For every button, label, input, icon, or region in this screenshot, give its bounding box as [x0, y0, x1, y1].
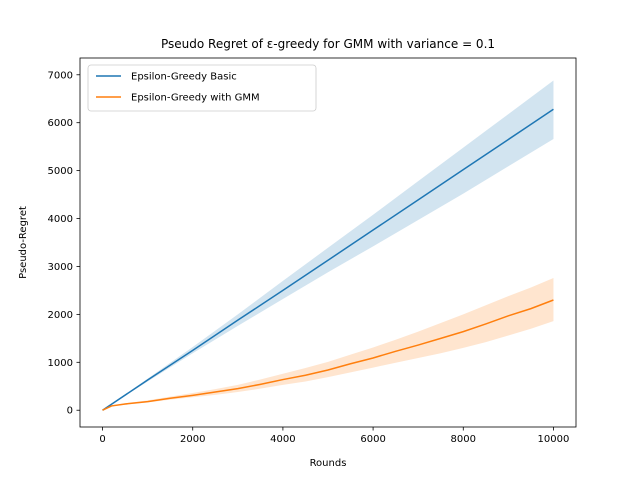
x-tick-label: 4000: [270, 434, 295, 445]
x-tick-label: 6000: [360, 434, 385, 445]
x-tick-label: 2000: [180, 434, 205, 445]
chart-title: Pseudo Regret of ε-greedy for GMM with v…: [161, 37, 495, 51]
series-2-band: [102, 277, 554, 411]
y-tick-label: 4000: [48, 214, 73, 225]
x-axis-label: Rounds: [310, 458, 347, 469]
y-tick-label: 7000: [48, 70, 73, 81]
legend-label-2: Epsilon-Greedy with GMM: [131, 93, 260, 104]
series-2-line: [102, 299, 554, 411]
y-tick-label: 3000: [48, 262, 73, 273]
y-tick-label: 0: [67, 406, 73, 417]
legend-label-1: Epsilon-Greedy Basic: [131, 72, 237, 83]
y-axis-label: Pseudo-Regret: [18, 206, 29, 279]
legend: Epsilon-Greedy Basic Epsilon-Greedy with …: [87, 64, 317, 112]
y-tick-label: 5000: [48, 166, 73, 177]
x-axis-ticks: 0 2000 4000 6000 8000 10000: [99, 427, 569, 445]
confidence-bands: [102, 80, 554, 411]
plot-frame: [79, 57, 577, 428]
y-tick-label: 6000: [48, 118, 73, 129]
series-1-line: [102, 108, 554, 411]
y-axis-ticks: 0 1000 2000 3000 4000 5000 6000 7000: [48, 70, 80, 417]
x-tick-label: 8000: [451, 434, 476, 445]
x-tick-label: 0: [99, 434, 105, 445]
series-lines: [102, 108, 554, 411]
x-tick-label: 10000: [538, 434, 570, 445]
y-tick-label: 1000: [48, 358, 73, 369]
y-tick-label: 2000: [48, 310, 73, 321]
legend-box: [87, 64, 317, 112]
